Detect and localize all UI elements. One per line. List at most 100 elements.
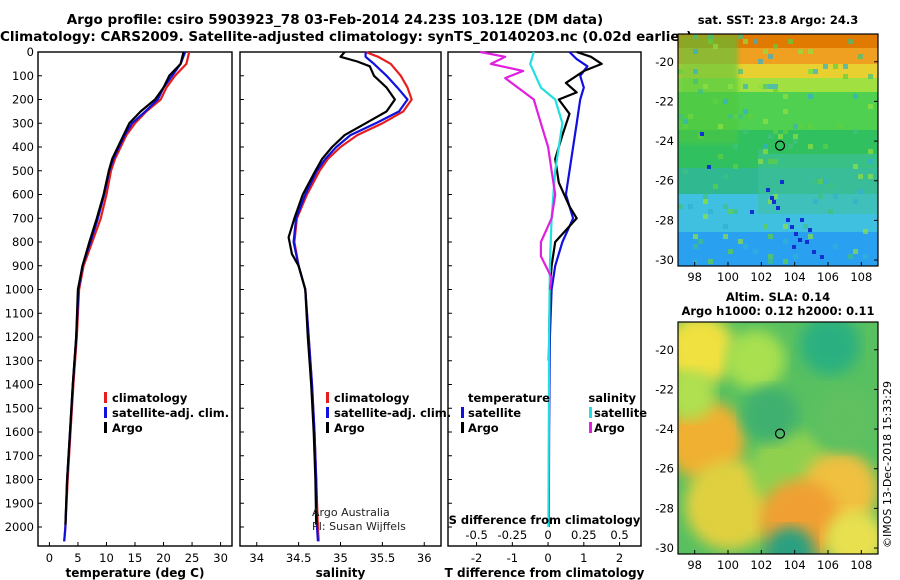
sst-pixel xyxy=(783,224,788,229)
sst-speckle xyxy=(792,245,796,249)
sst-pixel xyxy=(833,64,838,69)
depth-tick-label: 2000 xyxy=(5,520,34,534)
sst-pixel xyxy=(733,164,738,169)
sst-speckle xyxy=(770,196,774,200)
sst-pixel xyxy=(848,39,853,44)
sst-pixel xyxy=(738,114,743,119)
sst-speckle xyxy=(808,228,812,232)
sst-pixel xyxy=(693,244,698,249)
timestamp-stamp: ©IMOS 13-Dec-2018 15:33:29 xyxy=(881,381,894,548)
sst-pixel xyxy=(743,244,748,249)
sst-pixel xyxy=(748,114,753,119)
sst-pixel xyxy=(728,209,733,214)
difference-frame xyxy=(447,51,642,547)
diff-xtick-top-label: -0.25 xyxy=(497,528,527,542)
sst-pixel xyxy=(693,234,698,239)
sst-pixel xyxy=(808,94,813,99)
sst-speckle xyxy=(780,180,784,184)
sla-map-ytick-label: -30 xyxy=(655,541,674,555)
sst-pixel xyxy=(703,84,708,89)
sla-map-ytick-label: -24 xyxy=(655,422,674,436)
diff-legend-right-label: satellite xyxy=(594,406,647,420)
sst-pixel xyxy=(813,69,818,74)
panel-difference: -2 -1 0 1 2T difference from climatology xyxy=(445,50,645,580)
depth-tick-label: 900 xyxy=(12,259,34,273)
sst-pixel xyxy=(868,74,873,79)
sst-pixel xyxy=(708,39,713,44)
sst-pixel xyxy=(708,34,713,39)
sla-blob xyxy=(678,322,735,385)
sst-pixel xyxy=(823,179,828,184)
temperature-legend-label: satellite-adj. clim. xyxy=(112,406,229,420)
depth-tick-label: 1300 xyxy=(5,354,34,368)
temperature-legend-swatch xyxy=(104,392,107,403)
sst-pixel xyxy=(793,139,798,144)
sst-pixel xyxy=(723,224,728,229)
sst-pixel xyxy=(758,159,763,164)
sst-pixel xyxy=(738,34,743,39)
sst-pixel xyxy=(768,54,773,59)
sst-pixel xyxy=(773,194,778,199)
sst-pixel xyxy=(783,109,788,114)
sla-blob xyxy=(815,390,875,450)
difference-xlabel: T difference from climatology xyxy=(445,566,645,580)
depth-tick-label: 1800 xyxy=(5,473,34,487)
diff-legend-left-swatch xyxy=(461,407,464,418)
sst-pixel xyxy=(853,199,858,204)
sst-pixel xyxy=(733,209,738,214)
temperature-series-satellite-adj-clim- xyxy=(63,51,187,542)
sla-blob xyxy=(678,370,715,420)
temperature-xtick-label: 5 xyxy=(74,551,81,565)
salinity-legend-swatch xyxy=(326,407,329,418)
salinity-legend-label: Argo xyxy=(334,421,365,435)
sst-pixel xyxy=(693,79,698,84)
sla-map-field xyxy=(678,322,878,554)
diff-xtick-top-label: 0 xyxy=(544,528,551,542)
sst-map-xtick-label: 100 xyxy=(717,270,739,284)
sst-pixel xyxy=(763,144,768,149)
sst-pixel xyxy=(738,239,743,244)
sst-pixel xyxy=(788,144,793,149)
diff-legend-left-title: temperature xyxy=(468,391,550,405)
sst-pixel xyxy=(833,194,838,199)
sst-pixel xyxy=(708,259,713,264)
salinity-xtick-label: 35 xyxy=(333,551,348,565)
diff-legend-right-title: salinity xyxy=(588,391,636,405)
salinity-series-argo xyxy=(287,51,396,525)
sst-pixel xyxy=(723,204,728,209)
sst-pixel xyxy=(698,239,703,244)
sst-pixel xyxy=(788,39,793,44)
sst-map-xtick-label: 104 xyxy=(784,270,806,284)
salinity-xlabel: salinity xyxy=(316,566,366,580)
sst-pixel xyxy=(823,64,828,69)
sst-pixel xyxy=(683,169,688,174)
sla-map-xtick-label: 102 xyxy=(750,558,772,572)
depth-tick-label: 500 xyxy=(12,164,34,178)
sst-speckle xyxy=(707,165,711,169)
sst-pixel xyxy=(783,94,788,99)
sst-pixel xyxy=(773,159,778,164)
sla-blob xyxy=(725,330,785,390)
sst-pixel xyxy=(853,94,858,99)
sla-map-xtick-label: 100 xyxy=(717,558,739,572)
depth-tick-label: 100 xyxy=(12,69,34,83)
sst-pixel xyxy=(768,259,773,264)
sst-pixel xyxy=(758,59,763,64)
sst-pixel xyxy=(838,124,843,129)
sst-map-ytick-label: -24 xyxy=(655,134,674,148)
sst-map-ytick-label: -26 xyxy=(655,174,674,188)
diff-legend-right-swatch xyxy=(589,407,592,418)
sst-speckle xyxy=(798,238,802,242)
sla-map-argo-marker xyxy=(774,428,786,439)
depth-tick-label: 400 xyxy=(12,140,34,154)
sst-map-frame xyxy=(677,33,879,267)
sst-pixel xyxy=(763,119,768,124)
figure-subtitle: Climatology: CARS2009. Satellite-adjuste… xyxy=(0,29,693,45)
sst-pixel xyxy=(693,259,698,264)
difference-xtick-label: 1 xyxy=(580,551,587,565)
credit-text: Argo Australia xyxy=(312,506,390,519)
sst-pixel xyxy=(758,84,763,89)
sst-pixel xyxy=(698,89,703,94)
temperature-series-climatology xyxy=(63,51,191,542)
sla-map-ytick-label: -26 xyxy=(655,462,674,476)
